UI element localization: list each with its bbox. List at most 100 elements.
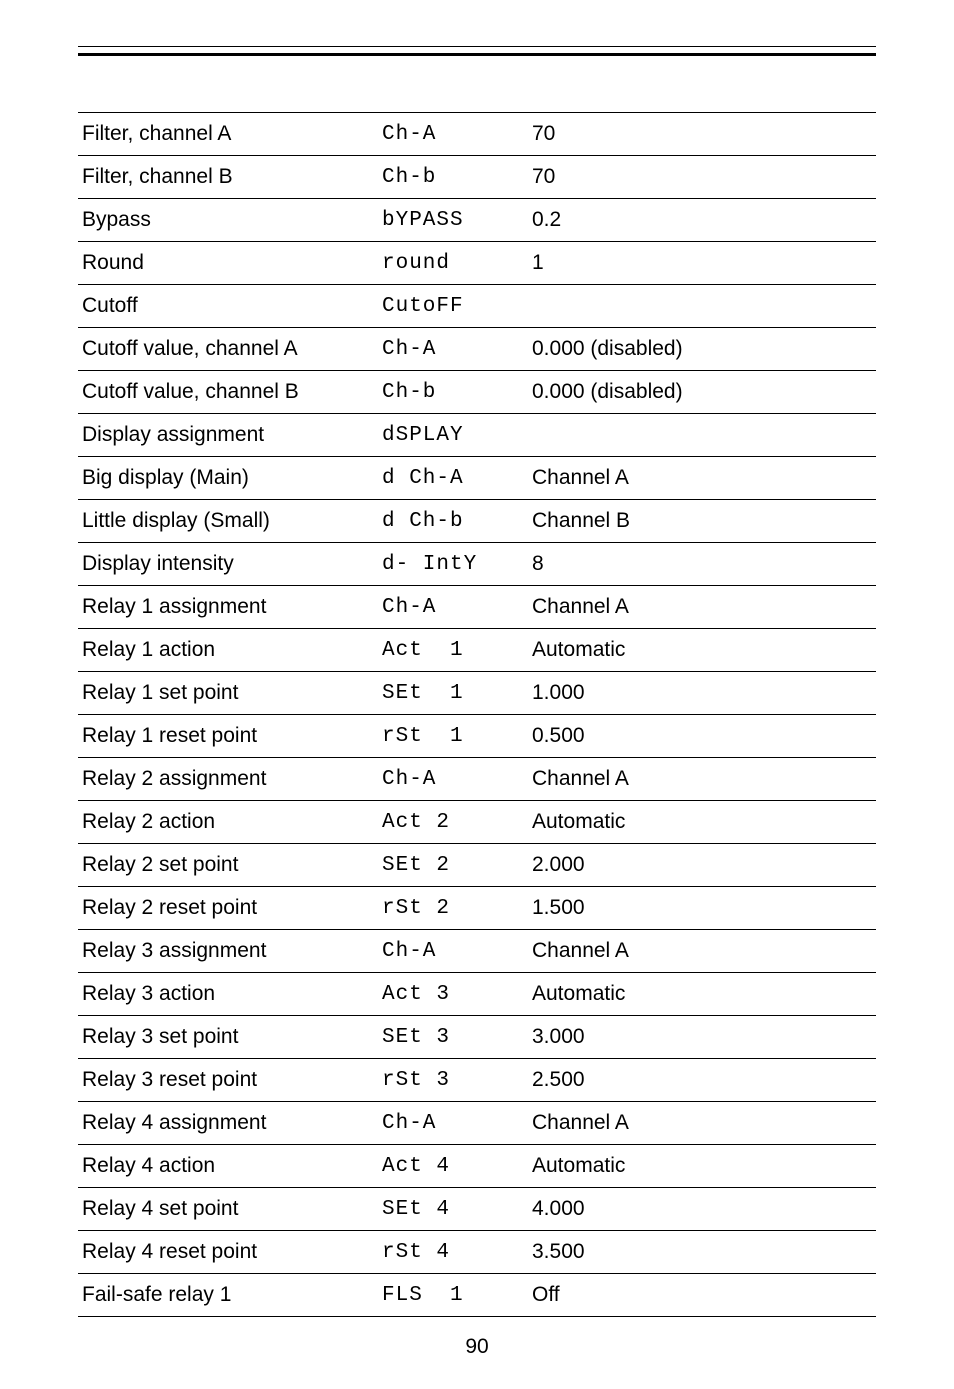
param-code: dSPLAY xyxy=(378,414,528,457)
param-code: Ch-A xyxy=(378,113,528,156)
param-value: Channel A xyxy=(528,758,876,801)
param-label: Little display (Small) xyxy=(78,500,378,543)
param-value: 3.500 xyxy=(528,1231,876,1274)
param-code: SEt 4 xyxy=(378,1188,528,1231)
param-code: rSt 2 xyxy=(378,887,528,930)
param-value: Automatic xyxy=(528,801,876,844)
param-code: round xyxy=(378,242,528,285)
param-label: Relay 1 reset point xyxy=(78,715,378,758)
param-value: 0.000 (disabled) xyxy=(528,328,876,371)
param-value: 1.000 xyxy=(528,672,876,715)
parameter-tbody: Filter, channel ACh-A70Filter, channel B… xyxy=(78,113,876,1317)
table-row: Relay 2 actionAct 2Automatic xyxy=(78,801,876,844)
param-code: Act 3 xyxy=(378,973,528,1016)
param-code: Ch-A xyxy=(378,328,528,371)
rule-thick xyxy=(78,53,876,56)
param-label: Relay 3 reset point xyxy=(78,1059,378,1102)
param-value: Off xyxy=(528,1274,876,1317)
param-label: Relay 2 assignment xyxy=(78,758,378,801)
table-row: Display assignmentdSPLAY xyxy=(78,414,876,457)
page-number: 90 xyxy=(78,1335,876,1359)
param-value: Channel A xyxy=(528,586,876,629)
param-value: 0.500 xyxy=(528,715,876,758)
param-label: Filter, channel A xyxy=(78,113,378,156)
table-row: Cutoff value, channel ACh-A0.000 (disabl… xyxy=(78,328,876,371)
table-row: Relay 1 assignmentCh-AChannel A xyxy=(78,586,876,629)
table-row: Relay 2 reset pointrSt 21.500 xyxy=(78,887,876,930)
param-label: Display assignment xyxy=(78,414,378,457)
table-row: Little display (Small)d Ch-bChannel B xyxy=(78,500,876,543)
parameter-table: Filter, channel ACh-A70Filter, channel B… xyxy=(78,112,876,1317)
param-code: d Ch-A xyxy=(378,457,528,500)
param-label: Cutoff value, channel B xyxy=(78,371,378,414)
param-code: Act 1 xyxy=(378,629,528,672)
param-label: Display intensity xyxy=(78,543,378,586)
param-value: 8 xyxy=(528,543,876,586)
param-value: Channel A xyxy=(528,1102,876,1145)
param-value: 70 xyxy=(528,113,876,156)
param-label: Fail-safe relay 1 xyxy=(78,1274,378,1317)
param-value xyxy=(528,414,876,457)
param-value: 0.2 xyxy=(528,199,876,242)
param-label: Relay 2 reset point xyxy=(78,887,378,930)
param-code: Ch-b xyxy=(378,156,528,199)
param-value: 2.000 xyxy=(528,844,876,887)
param-value: 0.000 (disabled) xyxy=(528,371,876,414)
table-row: Relay 1 set pointSEt 11.000 xyxy=(78,672,876,715)
table-row: Filter, channel ACh-A70 xyxy=(78,113,876,156)
param-value: Channel A xyxy=(528,930,876,973)
table-row: Big display (Main)d Ch-AChannel A xyxy=(78,457,876,500)
table-row: Relay 1 reset pointrSt 10.500 xyxy=(78,715,876,758)
header-rules xyxy=(78,46,876,56)
table-row: Relay 4 reset pointrSt 43.500 xyxy=(78,1231,876,1274)
table-row: Roundround1 xyxy=(78,242,876,285)
table-row: Relay 4 assignmentCh-AChannel A xyxy=(78,1102,876,1145)
param-label: Filter, channel B xyxy=(78,156,378,199)
param-code: rSt 1 xyxy=(378,715,528,758)
param-code: bYPASS xyxy=(378,199,528,242)
table-row: Filter, channel BCh-b70 xyxy=(78,156,876,199)
table-row: Relay 3 assignmentCh-AChannel A xyxy=(78,930,876,973)
param-label: Relay 1 action xyxy=(78,629,378,672)
table-row: Relay 3 set pointSEt 33.000 xyxy=(78,1016,876,1059)
table-row: Display intensityd- IntY8 xyxy=(78,543,876,586)
param-label: Relay 1 assignment xyxy=(78,586,378,629)
param-label: Relay 4 action xyxy=(78,1145,378,1188)
table-row: Relay 2 set pointSEt 22.000 xyxy=(78,844,876,887)
param-code: Ch-A xyxy=(378,586,528,629)
table-row: Relay 3 actionAct 3Automatic xyxy=(78,973,876,1016)
table-row: Relay 4 actionAct 4Automatic xyxy=(78,1145,876,1188)
table-row: CutoffCutoFF xyxy=(78,285,876,328)
param-label: Cutoff value, channel A xyxy=(78,328,378,371)
param-label: Relay 4 reset point xyxy=(78,1231,378,1274)
param-value: Channel A xyxy=(528,457,876,500)
param-value xyxy=(528,285,876,328)
param-code: Ch-A xyxy=(378,758,528,801)
param-value: Channel B xyxy=(528,500,876,543)
param-label: Relay 3 assignment xyxy=(78,930,378,973)
param-code: rSt 3 xyxy=(378,1059,528,1102)
param-value: 3.000 xyxy=(528,1016,876,1059)
param-code: SEt 1 xyxy=(378,672,528,715)
param-label: Round xyxy=(78,242,378,285)
param-label: Relay 4 assignment xyxy=(78,1102,378,1145)
table-row: Relay 1 actionAct 1Automatic xyxy=(78,629,876,672)
param-label: Bypass xyxy=(78,199,378,242)
table-row: Relay 3 reset pointrSt 32.500 xyxy=(78,1059,876,1102)
param-label: Relay 2 action xyxy=(78,801,378,844)
param-value: 2.500 xyxy=(528,1059,876,1102)
param-code: rSt 4 xyxy=(378,1231,528,1274)
table-row: Relay 4 set pointSEt 44.000 xyxy=(78,1188,876,1231)
param-code: Ch-b xyxy=(378,371,528,414)
page: Filter, channel ACh-A70Filter, channel B… xyxy=(0,0,954,1389)
param-value: 1.500 xyxy=(528,887,876,930)
param-label: Big display (Main) xyxy=(78,457,378,500)
param-value: Automatic xyxy=(528,1145,876,1188)
param-value: 70 xyxy=(528,156,876,199)
param-code: SEt 3 xyxy=(378,1016,528,1059)
param-code: Act 4 xyxy=(378,1145,528,1188)
param-value: Automatic xyxy=(528,973,876,1016)
param-code: CutoFF xyxy=(378,285,528,328)
param-label: Cutoff xyxy=(78,285,378,328)
param-value: 1 xyxy=(528,242,876,285)
